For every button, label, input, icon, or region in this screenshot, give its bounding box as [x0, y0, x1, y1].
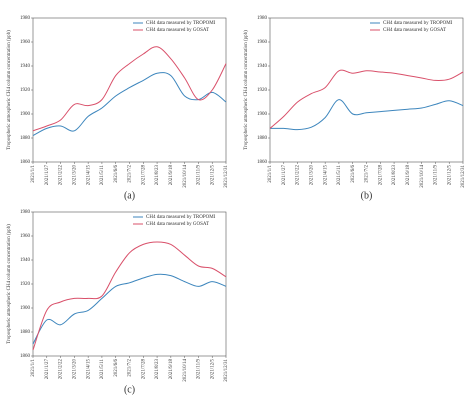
x-tick-label: 2021/1/1 [31, 165, 36, 183]
x-tick-label: 2021/5/11 [337, 165, 342, 186]
caption: (c) [124, 384, 135, 395]
x-tick-label: 2021/9/18 [169, 359, 174, 380]
y-tick-label: 1900 [20, 112, 31, 117]
legend-label: CH4 data measured by GOSAT [383, 28, 446, 33]
x-tick-label: 2021/12/5 [210, 359, 215, 380]
x-tick-label: 2021/12/5 [447, 165, 452, 186]
x-tick-label: 2021/4/15 [323, 165, 328, 186]
plot-frame [32, 17, 227, 163]
x-tick-label: 2021/5/11 [100, 359, 105, 380]
x-tick-label: 2021/6/6 [351, 165, 356, 183]
x-tick-label: 2021/8/23 [155, 359, 160, 380]
series-line [32, 72, 227, 137]
y-tick-label: 1940 [20, 258, 31, 263]
series-line [32, 46, 227, 132]
x-tick-label: 2021/2/22 [296, 165, 301, 186]
x-tick-label: 2021/12/31 [224, 359, 229, 382]
x-tick-label: 2021/7/28 [141, 359, 146, 380]
y-tick-label: 1900 [20, 306, 31, 311]
y-tick-label: 1860 [257, 160, 268, 165]
x-tick-label: 2021/10/14 [183, 359, 188, 382]
legend-label: CH4 data measured by GOSAT [146, 28, 209, 33]
x-tick-label: 2021/5/11 [100, 165, 105, 186]
x-tick-label: 2021/9/18 [169, 165, 174, 186]
series-line [269, 69, 464, 129]
legend-label: CH4 data measured by TROPOMI [146, 21, 216, 26]
x-tick-label: 2021/1/27 [282, 165, 287, 186]
x-tick-label: 2021/11/9 [197, 165, 202, 186]
x-tick-label: 2021/12/31 [461, 165, 466, 188]
x-tick-label: 2021/8/23 [392, 165, 397, 186]
x-tick-label: 2021/10/14 [183, 165, 188, 188]
y-tick-label: 1980 [20, 210, 31, 215]
x-tick-label: 2021/7/28 [141, 165, 146, 186]
y-tick-label: 1920 [20, 282, 31, 287]
y-tick-label: 1940 [20, 64, 31, 69]
x-tick-label: 2021/9/18 [406, 165, 411, 186]
x-tick-label: 2021/2/22 [59, 165, 64, 186]
series-line [32, 273, 227, 345]
x-tick-label: 2021/6/6 [114, 359, 119, 377]
y-tick-label: 1920 [257, 88, 268, 93]
y-tick-label: 1880 [20, 330, 31, 335]
legend-label: CH4 data measured by GOSAT [146, 222, 209, 227]
x-tick-label: 2021/1/1 [268, 165, 273, 183]
plot-frame [32, 211, 227, 357]
caption: (b) [361, 190, 373, 201]
y-tick-label: 1960 [20, 234, 31, 239]
x-tick-label: 2021/6/6 [114, 165, 119, 183]
plot-frame [269, 17, 464, 163]
x-tick-label: 2021/3/20 [309, 165, 314, 186]
y-tick-label: 1920 [20, 88, 31, 93]
legend-label: CH4 data measured by TROPOMI [383, 21, 453, 26]
x-tick-label: 2021/8/23 [155, 165, 160, 186]
y-tick-label: 1880 [20, 136, 31, 141]
y-tick-label: 1860 [20, 160, 31, 165]
y-tick-label: 1980 [20, 16, 31, 21]
caption: (a) [124, 190, 135, 201]
y-tick-label: 1980 [257, 16, 268, 21]
x-tick-label: 2021/11/9 [197, 359, 202, 380]
y-tick-label: 1860 [20, 354, 31, 359]
x-tick-label: 2021/4/15 [86, 359, 91, 380]
x-tick-label: 2021/7/2 [128, 359, 133, 377]
x-tick-label: 2021/7/2 [128, 165, 133, 183]
x-tick-label: 2021/3/20 [72, 359, 77, 380]
series-line [32, 241, 227, 351]
x-tick-label: 2021/3/20 [72, 165, 77, 186]
x-tick-label: 2021/12/5 [210, 165, 215, 186]
y-tick-label: 1960 [20, 40, 31, 45]
x-tick-label: 2021/1/27 [45, 165, 50, 186]
series-line [269, 99, 464, 131]
y-tick-label: 1880 [257, 136, 268, 141]
y-tick-label: 1960 [257, 40, 268, 45]
x-tick-label: 2021/1/27 [45, 359, 50, 380]
x-tick-label: 2021/1/1 [31, 359, 36, 377]
y-tick-label: 1940 [257, 64, 268, 69]
y-axis-label: Tropospheric atmospheric CH4 column conc… [244, 30, 249, 150]
x-tick-label: 2021/10/14 [420, 165, 425, 188]
y-axis-label: Tropospheric atmospheric CH4 column conc… [7, 30, 12, 150]
x-tick-label: 2021/7/2 [365, 165, 370, 183]
y-axis-label: Tropospheric atmospheric CH4 column conc… [7, 224, 12, 344]
x-tick-label: 2021/2/22 [59, 359, 64, 380]
x-tick-label: 2021/4/15 [86, 165, 91, 186]
x-tick-label: 2021/12/31 [224, 165, 229, 188]
x-tick-label: 2021/7/28 [378, 165, 383, 186]
x-tick-label: 2021/11/9 [434, 165, 439, 186]
legend-label: CH4 data measured by TROPOMI [146, 215, 216, 220]
y-tick-label: 1900 [257, 112, 268, 117]
